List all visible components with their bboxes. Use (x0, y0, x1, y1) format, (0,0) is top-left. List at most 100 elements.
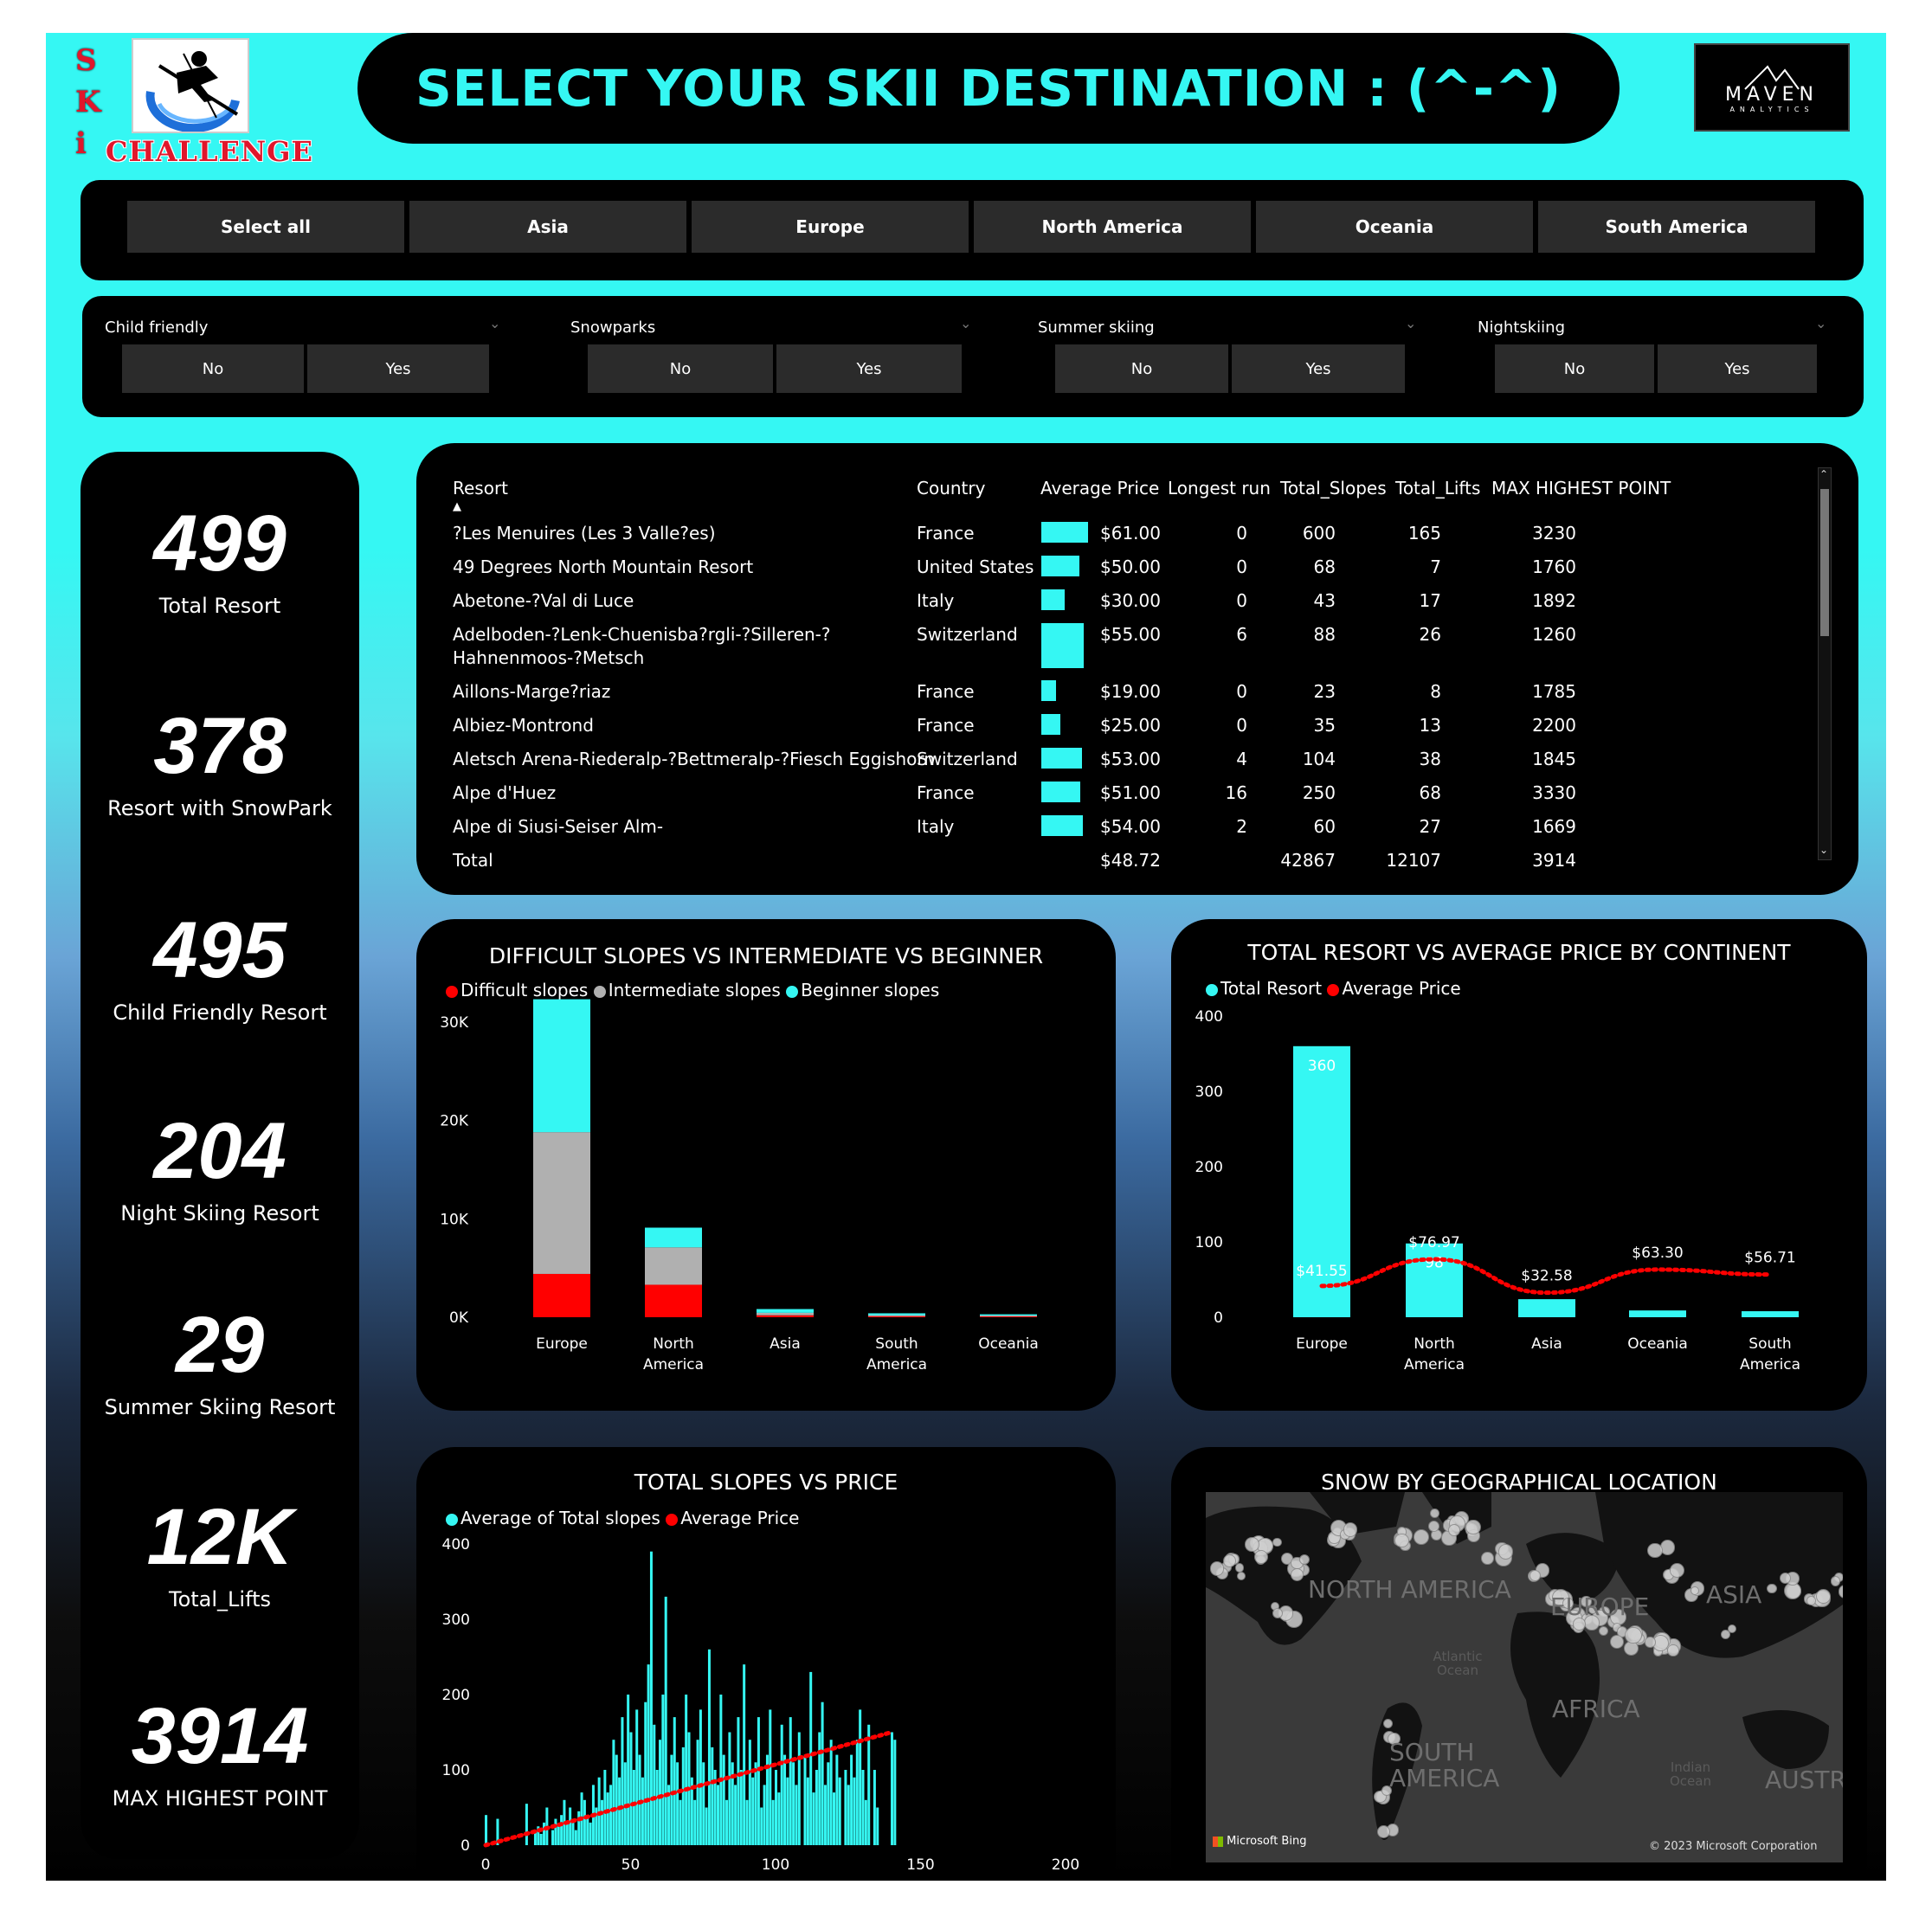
column-header-average-price[interactable]: Average Price (1040, 478, 1160, 499)
column-header-country[interactable]: Country (917, 478, 986, 499)
x-tick-label: Europe (1296, 1335, 1348, 1353)
scrollbar-thumb[interactable] (1820, 489, 1829, 636)
map-bubble[interactable] (1727, 1624, 1736, 1634)
column-header-total-lifts[interactable]: Total_Lifts (1395, 478, 1481, 499)
map-bubble[interactable] (1236, 1571, 1246, 1581)
cell-country: Italy (917, 816, 955, 837)
bar-avg-total-slopes (574, 1830, 577, 1845)
filter-nightskiing-yes[interactable]: Yes (1658, 344, 1817, 393)
bar-avg-total-slopes (722, 1754, 725, 1845)
map-bubble[interactable] (1388, 1732, 1401, 1746)
continent-button-south-america[interactable]: South America (1538, 201, 1815, 253)
bar-avg-total-slopes (557, 1826, 560, 1845)
map-bubble[interactable] (1428, 1521, 1440, 1533)
map-bubble[interactable] (1413, 1529, 1429, 1546)
filter-summer-skiing-no[interactable]: No (1055, 344, 1228, 393)
filter-child-friendly-no[interactable]: No (122, 344, 304, 393)
map-bubble[interactable] (1806, 1595, 1816, 1605)
map-bubble[interactable] (1430, 1509, 1440, 1519)
map-bubble[interactable] (1721, 1629, 1731, 1639)
total-slopes: 42867 (1280, 850, 1336, 871)
column-header-resort[interactable]: Resort (453, 478, 509, 499)
map-bubble[interactable] (1779, 1572, 1791, 1584)
map-bubble[interactable] (1815, 1588, 1831, 1604)
map-bubble[interactable] (1581, 1596, 1592, 1607)
legend-item-avg-total-slopes: Average of Total slopes (446, 1508, 660, 1528)
map-bubble[interactable] (1298, 1554, 1311, 1566)
map-bubble[interactable] (1465, 1519, 1481, 1535)
map-bubble[interactable] (1343, 1522, 1358, 1538)
map-bubble[interactable] (1381, 1785, 1393, 1797)
chevron-down-icon[interactable]: ⌄ (960, 315, 972, 331)
map-bubble[interactable] (1624, 1626, 1642, 1644)
filter-summer-skiing-yes[interactable]: Yes (1232, 344, 1405, 393)
cell-total-lifts: 17 (1419, 590, 1441, 611)
map-bubble[interactable] (1598, 1625, 1608, 1636)
map-bubble[interactable] (1609, 1635, 1624, 1650)
map-bubble[interactable] (1254, 1550, 1269, 1565)
continents-shape (1206, 1492, 1843, 1840)
map-bubble[interactable] (1394, 1534, 1409, 1548)
map-bubble[interactable] (1222, 1554, 1237, 1568)
cell-price: $53.00 (1100, 749, 1161, 769)
map-bubble[interactable] (1272, 1607, 1284, 1618)
scroll-up-icon[interactable]: ⌃ (1819, 468, 1829, 480)
bar-avg-total-slopes (783, 1754, 787, 1845)
bar-avg-total-slopes (861, 1770, 865, 1845)
bar-avg-total-slopes (771, 1799, 775, 1845)
continent-button-north-america[interactable]: North America (974, 201, 1251, 253)
map-bubble[interactable] (1572, 1618, 1586, 1631)
column-header-max-highest-point[interactable]: MAX HIGHEST POINT (1491, 478, 1671, 499)
map-bubble[interactable] (1383, 1719, 1394, 1729)
map-bubble[interactable] (1690, 1586, 1699, 1596)
map-bubble[interactable] (1291, 1567, 1304, 1581)
bar-avg-total-slopes (583, 1799, 586, 1845)
map-bubble[interactable] (1497, 1544, 1514, 1560)
continent-button-europe[interactable]: Europe (692, 201, 969, 253)
map-bubble[interactable] (1245, 1537, 1259, 1552)
map-bubble[interactable] (1481, 1552, 1494, 1565)
maven-mountain-icon (1744, 65, 1800, 90)
filter-nightskiing-no[interactable]: No (1495, 344, 1654, 393)
scroll-down-icon[interactable]: ⌄ (1819, 844, 1829, 856)
bar-intermediate-slopes (533, 1132, 590, 1274)
filter-snowparks-yes[interactable]: Yes (776, 344, 962, 393)
continent-button-asia[interactable]: Asia (409, 201, 686, 253)
bar-avg-total-slopes (571, 1818, 575, 1845)
x-tick-label: 0 (481, 1856, 491, 1874)
price-data-bar (1041, 815, 1083, 836)
bar-avg-total-slopes (769, 1709, 772, 1845)
kpi-night-skiing-label: Night Skiing Resort (120, 1201, 319, 1225)
map-bubble[interactable] (1562, 1597, 1574, 1609)
chevron-down-icon[interactable]: ⌄ (1815, 315, 1827, 331)
map-bubble[interactable] (1647, 1543, 1663, 1559)
kpi-max-highest-point-value: 3914 (131, 1692, 309, 1780)
map-bubble[interactable] (1588, 1605, 1598, 1614)
cell-max-highest-point: 1669 (1532, 816, 1576, 837)
map-bubble[interactable] (1209, 1560, 1225, 1576)
map-bubble[interactable] (1767, 1583, 1777, 1594)
column-header-longest-run[interactable]: Longest run (1168, 478, 1271, 499)
y-tick-label: 200 (1195, 1159, 1223, 1176)
map-bubble[interactable] (1272, 1537, 1282, 1547)
bar-avg-total-slopes (533, 1830, 537, 1845)
bar-avg-total-slopes (748, 1740, 751, 1845)
map-bubble[interactable] (1645, 1637, 1656, 1648)
map-bubble[interactable] (1669, 1563, 1684, 1579)
bar-avg-total-slopes (719, 1695, 723, 1845)
filter-child-friendly-yes[interactable]: Yes (307, 344, 489, 393)
filter-snowparks-no[interactable]: No (588, 344, 773, 393)
map-bubble[interactable] (1529, 1570, 1541, 1582)
continent-button-oceania[interactable]: Oceania (1256, 201, 1533, 253)
map-bubble[interactable] (1667, 1644, 1679, 1656)
column-header-total-slopes[interactable]: Total_Slopes (1280, 478, 1387, 499)
x-tick-label: 200 (1052, 1856, 1079, 1874)
world-map[interactable]: NORTH AMERICA EUROPE ASIA AFRICA SOUTH A… (1206, 1492, 1843, 1862)
continent-button-select-all[interactable]: Select all (127, 201, 404, 253)
table-scrollbar[interactable]: ⌃ ⌄ (1818, 467, 1832, 860)
map-bubble[interactable] (1377, 1825, 1391, 1839)
map-bubble[interactable] (1447, 1523, 1461, 1536)
chevron-down-icon[interactable]: ⌄ (489, 315, 501, 331)
map-bubble[interactable] (1830, 1576, 1840, 1586)
chevron-down-icon[interactable]: ⌄ (1405, 315, 1417, 331)
